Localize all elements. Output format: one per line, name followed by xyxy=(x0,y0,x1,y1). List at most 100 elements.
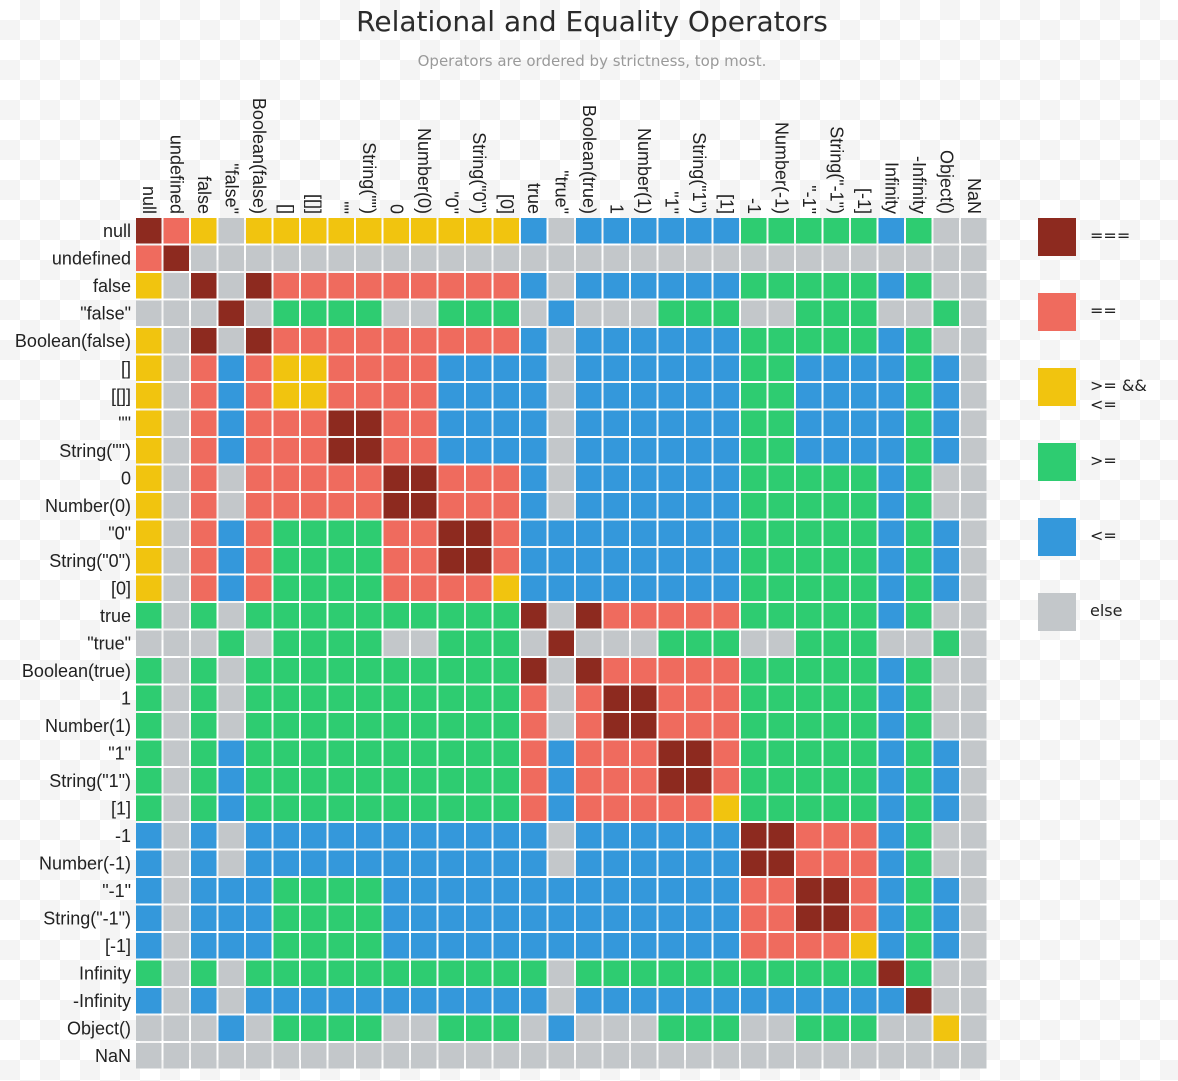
heatmap-cell xyxy=(356,713,382,739)
heatmap-cell xyxy=(136,328,162,354)
heatmap-cell xyxy=(548,575,574,601)
heatmap-cell xyxy=(466,355,492,381)
heatmap-cell xyxy=(548,300,574,326)
heatmap-cell xyxy=(356,823,382,849)
heatmap-cell xyxy=(521,823,547,849)
heatmap-cell xyxy=(631,768,657,794)
heatmap-cell xyxy=(438,795,464,821)
column-label: [-1] xyxy=(854,188,874,214)
heatmap-cell xyxy=(576,988,602,1014)
heatmap-cell xyxy=(493,438,519,464)
heatmap-cell xyxy=(273,520,299,546)
heatmap-cell xyxy=(658,273,684,299)
heatmap-cell xyxy=(218,960,244,986)
heatmap-cell xyxy=(878,300,904,326)
row-label: -Infinity xyxy=(73,991,131,1011)
heatmap-cell xyxy=(246,713,272,739)
heatmap-cell xyxy=(961,933,987,959)
heatmap-cell xyxy=(438,988,464,1014)
heatmap-cell xyxy=(796,713,822,739)
heatmap-cell xyxy=(576,273,602,299)
heatmap-cell xyxy=(411,438,437,464)
heatmap-cell xyxy=(301,603,327,629)
heatmap-cell xyxy=(493,328,519,354)
heatmap-cell xyxy=(328,850,354,876)
heatmap-cell xyxy=(878,685,904,711)
heatmap-cell xyxy=(961,878,987,904)
heatmap-cell xyxy=(906,328,932,354)
heatmap-cell xyxy=(548,438,574,464)
heatmap-cell xyxy=(631,438,657,464)
heatmap-cell xyxy=(411,273,437,299)
heatmap-cell xyxy=(466,960,492,986)
heatmap-cell xyxy=(658,795,684,821)
heatmap-cell xyxy=(191,850,217,876)
heatmap-cell xyxy=(301,328,327,354)
heatmap-cell xyxy=(741,493,767,519)
row-label: Object() xyxy=(67,1018,131,1038)
heatmap-cell xyxy=(438,713,464,739)
row-label: 0 xyxy=(121,468,131,488)
heatmap-cell xyxy=(301,520,327,546)
heatmap-cell xyxy=(136,960,162,986)
heatmap-cell xyxy=(741,1043,767,1069)
heatmap-cell xyxy=(246,465,272,491)
heatmap-cell xyxy=(328,658,354,684)
heatmap-cell xyxy=(136,603,162,629)
heatmap-cell xyxy=(878,1015,904,1041)
heatmap-cell xyxy=(328,355,354,381)
heatmap-cell xyxy=(961,410,987,436)
heatmap-cell xyxy=(741,988,767,1014)
heatmap-cell xyxy=(356,438,382,464)
heatmap-cell xyxy=(741,933,767,959)
row-label: [-1] xyxy=(105,936,131,956)
row-label: "-1" xyxy=(102,881,131,901)
heatmap-cell xyxy=(521,300,547,326)
heatmap-cell xyxy=(631,300,657,326)
heatmap-cell xyxy=(136,520,162,546)
heatmap-cell xyxy=(961,988,987,1014)
heatmap-cell xyxy=(218,245,244,271)
heatmap-cell xyxy=(576,603,602,629)
heatmap-cell xyxy=(548,493,574,519)
heatmap-cell xyxy=(328,328,354,354)
heatmap-cell xyxy=(603,960,629,986)
heatmap-cell xyxy=(631,878,657,904)
heatmap-cell xyxy=(686,988,712,1014)
heatmap-cell xyxy=(851,823,877,849)
heatmap-cell xyxy=(603,575,629,601)
heatmap-cell xyxy=(136,273,162,299)
heatmap-cell xyxy=(548,383,574,409)
heatmap-cell xyxy=(246,933,272,959)
heatmap-cell xyxy=(273,905,299,931)
heatmap-cell xyxy=(576,905,602,931)
heatmap-cell xyxy=(163,850,189,876)
heatmap-cell xyxy=(878,960,904,986)
heatmap-cell xyxy=(686,768,712,794)
heatmap-cell xyxy=(658,988,684,1014)
heatmap-cell xyxy=(686,438,712,464)
heatmap-cell xyxy=(356,300,382,326)
heatmap-cell xyxy=(383,658,409,684)
heatmap-cell xyxy=(768,850,794,876)
heatmap-cell xyxy=(438,438,464,464)
heatmap-cell xyxy=(493,465,519,491)
heatmap-cell xyxy=(768,1015,794,1041)
heatmap-cell xyxy=(466,658,492,684)
heatmap-cell xyxy=(356,1015,382,1041)
legend-label: >= xyxy=(1090,451,1117,470)
heatmap-cell xyxy=(878,768,904,794)
heatmap-cell xyxy=(218,795,244,821)
heatmap-cell xyxy=(383,245,409,271)
heatmap-cell xyxy=(768,933,794,959)
heatmap-cell xyxy=(191,493,217,519)
heatmap-cell xyxy=(603,300,629,326)
heatmap-cell xyxy=(466,823,492,849)
heatmap-cell xyxy=(961,300,987,326)
heatmap-cell xyxy=(686,245,712,271)
heatmap-cell xyxy=(851,603,877,629)
heatmap-cell xyxy=(273,355,299,381)
heatmap-cell xyxy=(411,988,437,1014)
heatmap-cell xyxy=(273,218,299,244)
heatmap-cell xyxy=(411,575,437,601)
